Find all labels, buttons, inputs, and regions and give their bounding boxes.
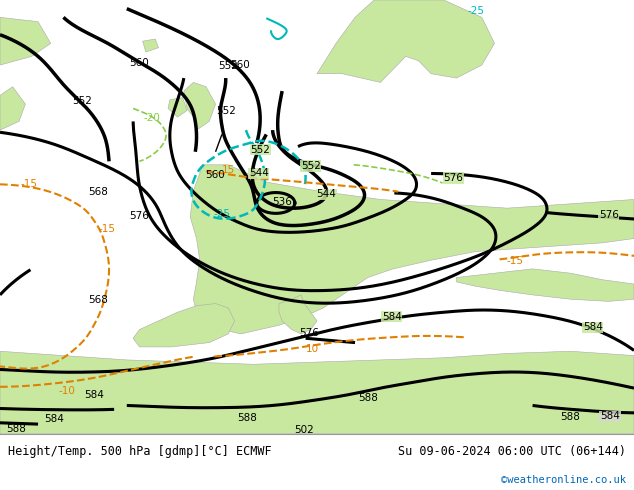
Polygon shape [0,351,634,434]
Text: 560: 560 [205,170,226,180]
Text: Height/Temp. 500 hPa [gdmp][°C] ECMWF: Height/Temp. 500 hPa [gdmp][°C] ECMWF [8,445,271,458]
Text: -10: -10 [58,386,75,396]
Text: 584: 584 [600,411,620,421]
Text: 552: 552 [250,145,271,155]
Text: 536: 536 [272,197,292,207]
Text: 584: 584 [382,312,402,321]
Text: 584: 584 [84,391,104,400]
Polygon shape [317,0,495,82]
Text: -15: -15 [20,179,37,189]
Text: -15: -15 [98,224,115,234]
Text: 576: 576 [598,210,619,220]
Text: 576: 576 [129,211,150,221]
Polygon shape [279,295,317,334]
Text: 568: 568 [88,295,108,305]
Text: 552: 552 [301,161,321,171]
Polygon shape [143,39,158,52]
Polygon shape [133,304,235,347]
Text: -25: -25 [467,6,484,16]
Text: 576: 576 [299,328,320,338]
Text: 560: 560 [129,58,150,68]
Polygon shape [0,87,25,130]
Polygon shape [190,165,634,334]
Text: 544: 544 [249,169,269,178]
Text: 552: 552 [216,105,236,116]
Text: Su 09-06-2024 06:00 UTC (06+144): Su 09-06-2024 06:00 UTC (06+144) [398,445,626,458]
Text: 584: 584 [583,322,603,332]
Polygon shape [456,269,634,301]
Text: 588: 588 [6,424,26,434]
Text: 588: 588 [237,414,257,423]
Polygon shape [184,82,216,130]
Text: -25: -25 [214,209,230,219]
Text: -20: -20 [144,113,160,123]
Text: -15: -15 [507,256,523,266]
Text: 502: 502 [294,425,314,435]
Text: 576: 576 [443,173,463,183]
Text: 584: 584 [44,415,64,424]
Text: ©weatheronline.co.uk: ©weatheronline.co.uk [501,475,626,485]
Text: 10: 10 [306,344,318,354]
Polygon shape [0,17,51,65]
Polygon shape [168,98,187,117]
Text: 588: 588 [560,412,581,422]
Text: 588: 588 [358,393,378,403]
Text: 560: 560 [230,60,250,70]
Text: 552: 552 [72,97,93,106]
Text: 15: 15 [222,165,235,175]
Text: 552: 552 [218,61,238,71]
Text: 544: 544 [316,189,337,199]
Text: 568: 568 [88,187,108,196]
